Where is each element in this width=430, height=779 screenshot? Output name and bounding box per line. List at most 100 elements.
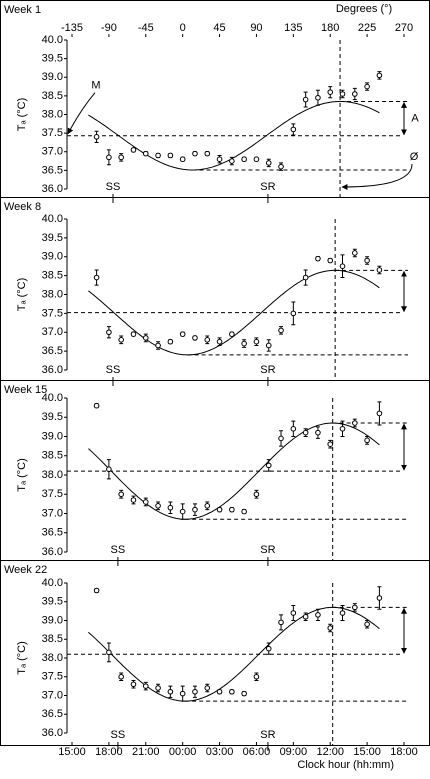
data-point	[155, 342, 161, 349]
bottom-tick-label: 15:00	[353, 746, 381, 758]
top-tick-label: -135	[61, 22, 83, 34]
data-point	[179, 690, 186, 697]
data-point	[179, 508, 186, 515]
y-tick-label: 36.0	[42, 183, 63, 195]
y-tick-label: 37.0	[42, 689, 63, 701]
y-tick-label: 38.5	[42, 450, 63, 462]
data-point	[327, 257, 334, 264]
panel-title: Week 22	[4, 564, 47, 576]
mesor-label: M	[91, 80, 100, 92]
data-point	[339, 610, 346, 616]
data-point	[290, 426, 297, 432]
data-point	[290, 310, 297, 317]
y-tick-label: 39.0	[42, 71, 63, 83]
data-point	[241, 508, 247, 515]
data-point	[179, 156, 186, 162]
data-point	[142, 683, 149, 689]
bottom-tick-label: 12:00	[316, 746, 344, 758]
data-point	[155, 152, 161, 159]
data-point	[229, 688, 235, 695]
bottom-tick-label: 09:00	[280, 746, 308, 758]
y-tick-label: 40.0	[42, 577, 63, 589]
top-tick-label: 270	[395, 22, 413, 34]
bottom-tick-label: 03:00	[206, 746, 234, 758]
y-tick-label: 36.0	[42, 727, 63, 739]
data-point	[352, 250, 358, 256]
y-tick-label: 37.0	[42, 507, 63, 519]
top-tick-label: 0	[180, 22, 186, 34]
top-tick-label: 225	[358, 22, 376, 34]
data-point	[204, 150, 211, 157]
data-point	[376, 72, 383, 79]
y-tick-label: 36.5	[42, 527, 63, 539]
y-tick-label: 39.0	[42, 430, 63, 442]
data-point	[352, 420, 358, 426]
data-point	[253, 156, 260, 162]
event-label: SR	[260, 544, 275, 556]
data-point	[106, 649, 112, 656]
y-tick-label: 36.5	[42, 708, 63, 720]
data-point	[130, 331, 137, 337]
y-tick-label: 37.0	[42, 146, 63, 158]
data-point	[241, 690, 247, 697]
y-axis-title: Tₐ (°C)	[16, 98, 28, 132]
bottom-tick-label: 15:00	[58, 746, 86, 758]
bottom-tick-label: 00:00	[169, 746, 197, 758]
data-point	[253, 491, 260, 498]
data-point	[216, 506, 223, 513]
data-point	[364, 257, 370, 264]
event-label: SS	[111, 729, 126, 741]
y-tick-label: 38.0	[42, 469, 63, 481]
event-label: SS	[106, 181, 121, 193]
data-point	[118, 673, 124, 680]
y-tick-label: 38.0	[42, 108, 63, 120]
panel-title: Week 1	[4, 4, 41, 16]
cosinor-curve	[88, 422, 380, 520]
data-point	[229, 506, 235, 513]
data-point	[253, 673, 260, 680]
event-label: SR	[260, 729, 275, 741]
data-point	[204, 685, 211, 691]
acrophase-label: Ø	[410, 151, 419, 163]
data-point	[229, 331, 235, 337]
top-tick-label: 180	[321, 22, 339, 34]
cosinor-curve	[88, 101, 380, 171]
data-point	[118, 154, 124, 161]
y-tick-label: 38.5	[42, 90, 63, 102]
panel-title: Week 8	[4, 201, 41, 213]
data-point	[106, 329, 112, 336]
y-tick-label: 39.0	[42, 614, 63, 626]
data-point	[253, 338, 260, 345]
data-point	[265, 342, 272, 349]
data-point	[167, 504, 174, 511]
data-point	[265, 462, 272, 469]
cosinor-curve	[88, 606, 380, 702]
data-point	[376, 410, 383, 417]
bottom-tick-label: 18:00	[390, 746, 418, 758]
panel-title: Week 15	[4, 384, 47, 396]
data-point	[302, 96, 309, 103]
data-point	[327, 441, 334, 448]
data-point	[241, 156, 247, 162]
data-point	[204, 337, 211, 343]
y-tick-label: 39.5	[42, 53, 63, 65]
event-label: SR	[260, 364, 275, 376]
data-point	[130, 681, 137, 688]
y-tick-label: 40.0	[42, 392, 63, 404]
data-point	[278, 435, 284, 442]
top-tick-label: 90	[250, 22, 262, 34]
top-tick-label: -90	[101, 22, 117, 34]
y-tick-label: 37.0	[42, 326, 63, 338]
data-point	[376, 595, 383, 601]
y-tick-label: 37.5	[42, 127, 63, 139]
top-tick-label: 45	[213, 22, 225, 34]
data-point	[327, 625, 334, 631]
data-point	[352, 604, 358, 611]
y-tick-label: 39.5	[42, 411, 63, 423]
data-point	[364, 437, 370, 444]
data-point	[216, 156, 223, 162]
data-point	[278, 327, 284, 334]
data-point	[376, 267, 383, 273]
data-point	[315, 94, 321, 101]
